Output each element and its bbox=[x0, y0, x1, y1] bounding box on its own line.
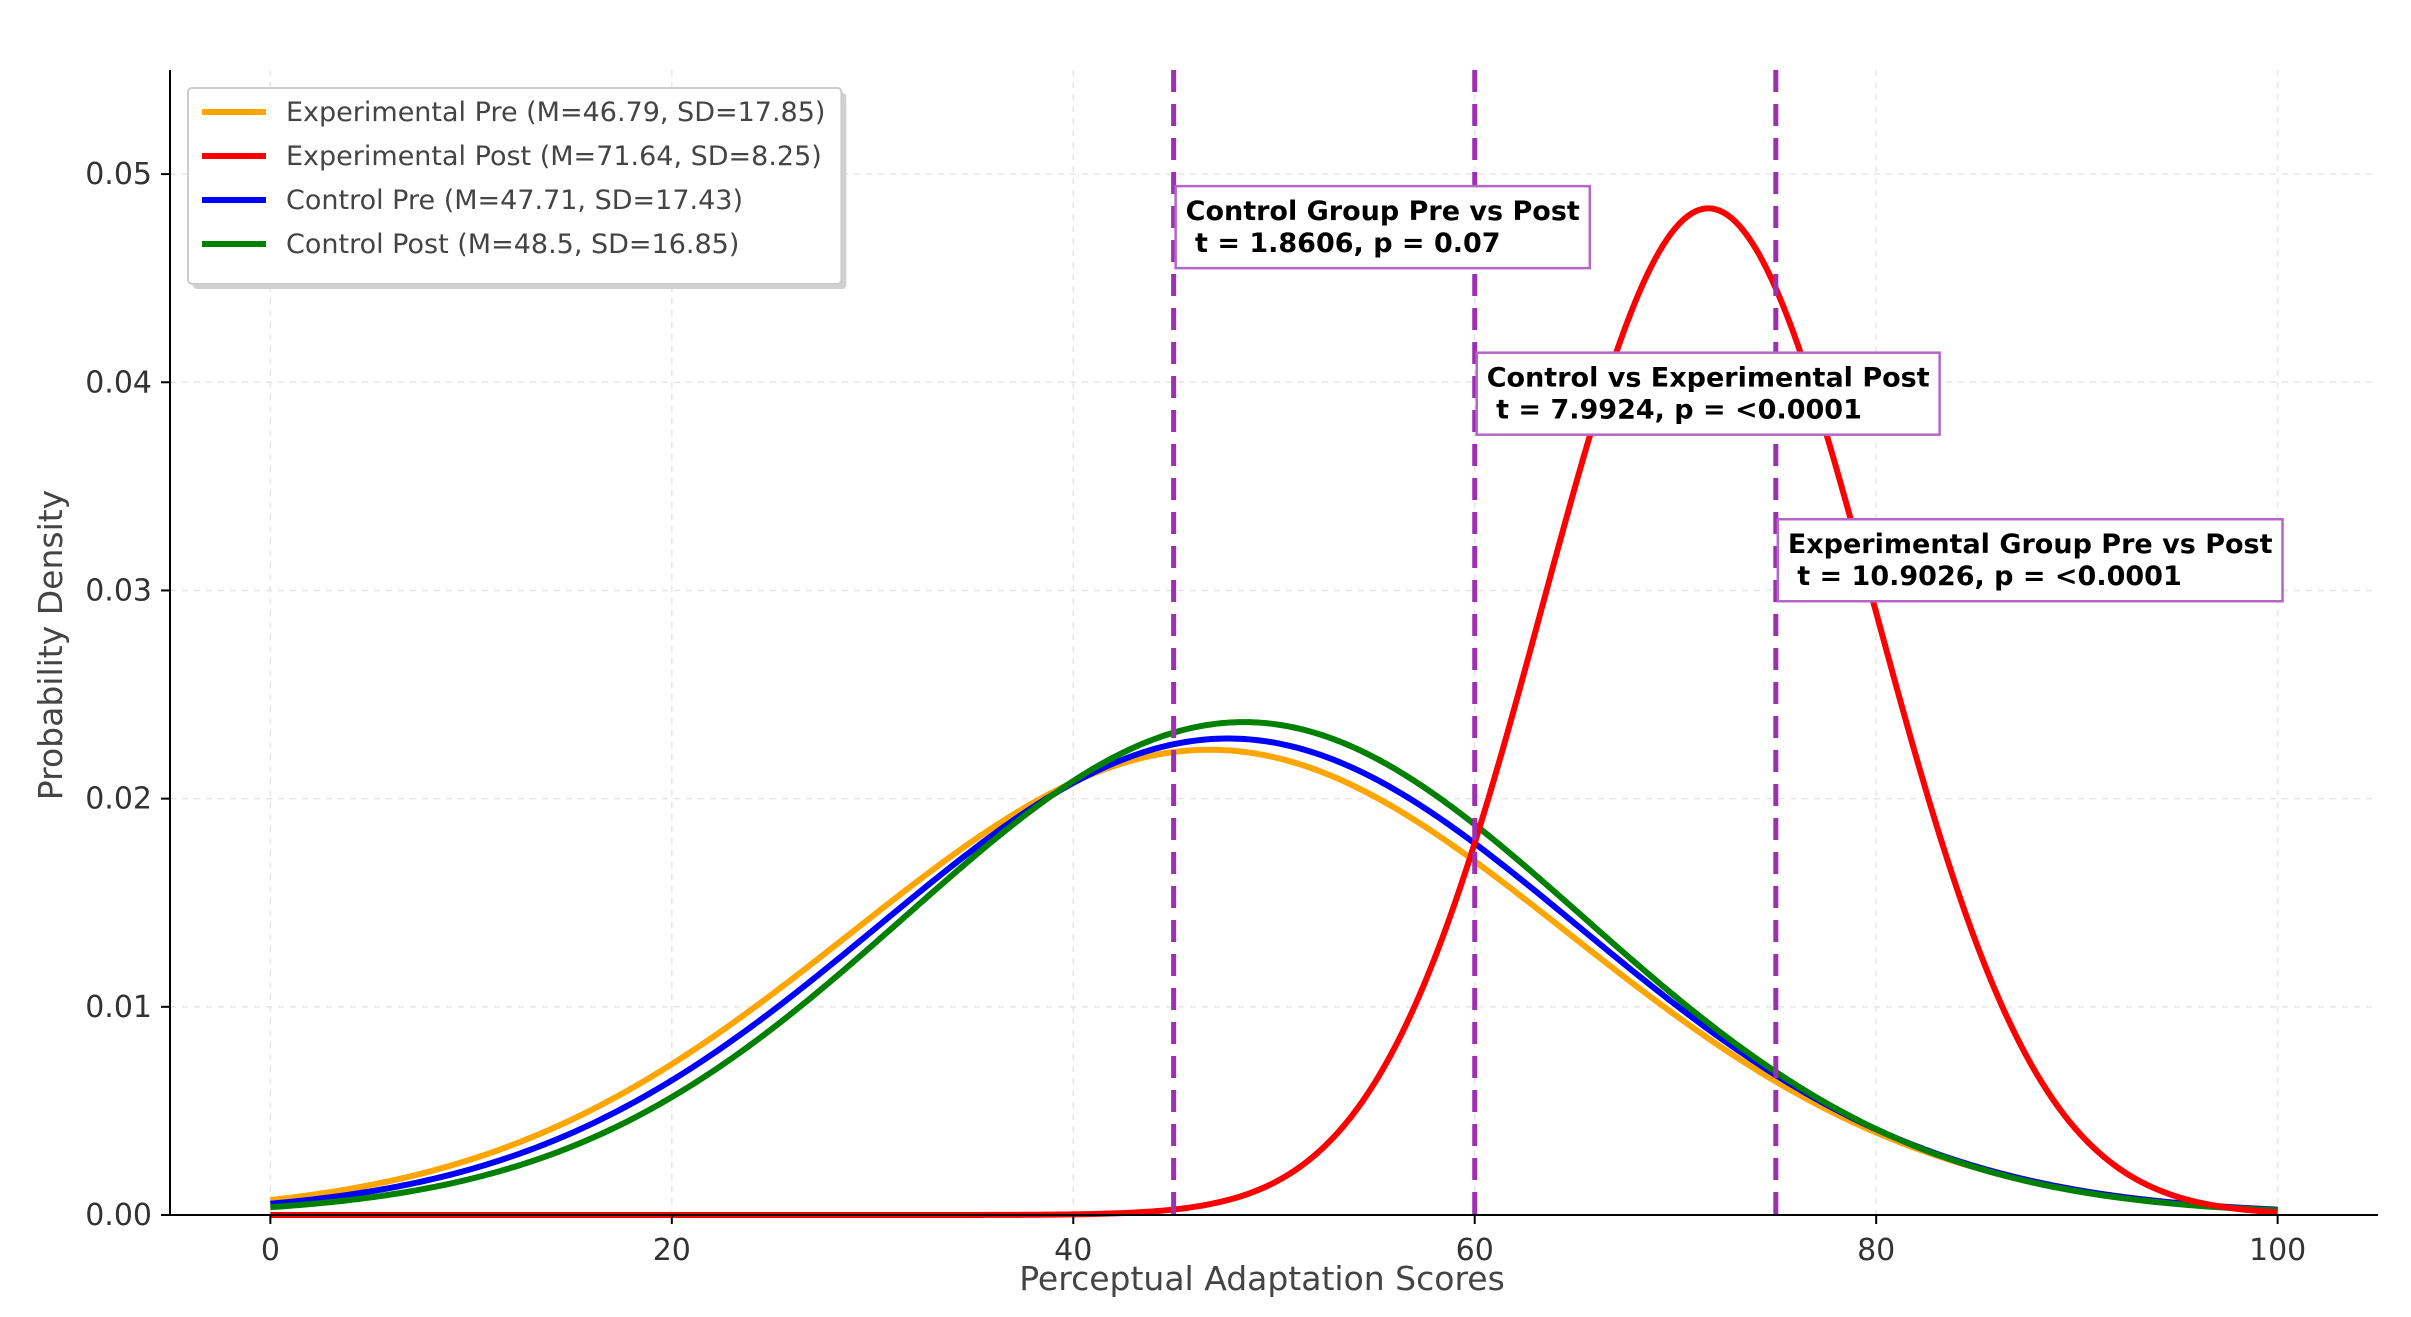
legend-box bbox=[187, 87, 843, 285]
annotation-title: Experimental Group Pre vs Post bbox=[1788, 529, 2273, 560]
legend-label-2: Experimental Post (M=71.64, SD=8.25) bbox=[286, 141, 822, 172]
x-axis-label: Perceptual Adaptation Scores bbox=[1019, 1259, 1505, 1298]
y-tick-label: 0.01 bbox=[85, 990, 152, 1025]
legend-label-1: Experimental Pre (M=46.79, SD=17.85) bbox=[286, 97, 825, 128]
y-tick-label: 0.03 bbox=[85, 573, 152, 608]
annotation-stats: t = 1.8606, p = 0.07 bbox=[1186, 228, 1501, 259]
series-line-2 bbox=[270, 205, 2278, 1218]
annotation-1: Control Group Pre vs Post t = 1.8606, p … bbox=[1174, 184, 1592, 270]
annotation-2: Control vs Experimental Post t = 7.9924,… bbox=[1475, 351, 1941, 436]
y-axis-label: Probability Density bbox=[31, 490, 70, 800]
y-tick-label: 0.02 bbox=[85, 782, 152, 817]
annotation-title: Control Group Pre vs Post bbox=[1186, 196, 1580, 227]
annotation-box bbox=[1475, 351, 1941, 436]
legend: Experimental Pre (M=46.79, SD=17.85) Expe… bbox=[187, 87, 847, 289]
x-tick-label: 60 bbox=[1456, 1233, 1494, 1268]
y-tick-label: 0.00 bbox=[85, 1198, 152, 1233]
annotation-stats: t = 10.9026, p = <0.0001 bbox=[1788, 561, 2182, 592]
annotation-3: Experimental Group Pre vs Post t = 10.90… bbox=[1776, 517, 2284, 603]
annotation-box bbox=[1776, 517, 2284, 603]
legend-label-3: Control Pre (M=47.71, SD=17.43) bbox=[286, 185, 743, 216]
series-line-1 bbox=[270, 746, 2278, 1213]
x-tick-label: 40 bbox=[1054, 1233, 1092, 1268]
x-tick-label: 100 bbox=[2249, 1233, 2306, 1268]
x-tick-label: 0 bbox=[261, 1233, 280, 1268]
annotation-stats: t = 7.9924, p = <0.0001 bbox=[1487, 395, 1862, 426]
legend-label-4: Control Post (M=48.5, SD=16.85) bbox=[286, 229, 739, 260]
annotation-title: Control vs Experimental Post bbox=[1487, 363, 1930, 394]
y-tick-label: 0.04 bbox=[85, 365, 152, 400]
axes bbox=[169, 70, 2378, 1216]
density-curves bbox=[270, 205, 2278, 1218]
x-tick-label: 20 bbox=[653, 1233, 691, 1268]
series-line-4 bbox=[270, 719, 2278, 1214]
y-tick-label: 0.05 bbox=[85, 157, 152, 192]
annotation-box bbox=[1174, 184, 1592, 270]
series-line-3 bbox=[270, 735, 2278, 1213]
annotations: Control Group Pre vs Post t = 1.8606, p … bbox=[1174, 184, 2284, 603]
x-tick-label: 80 bbox=[1857, 1233, 1895, 1268]
ticks: 0 20 40 60 80 100 0.00 0.01 0.02 0.03 0.04 0.05 bbox=[85, 157, 2306, 1268]
